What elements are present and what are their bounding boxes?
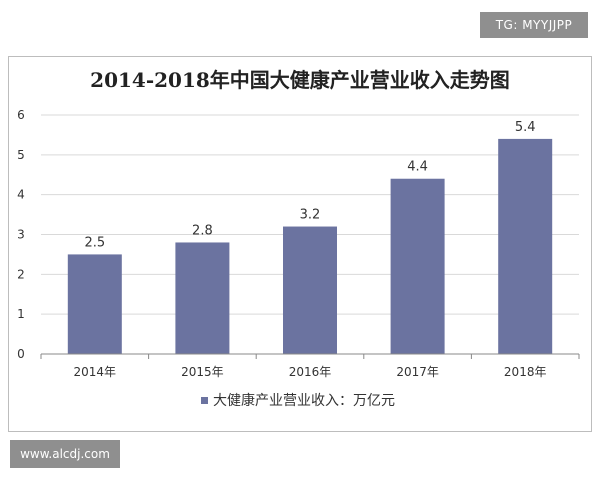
y-tick-label: 6	[17, 108, 25, 122]
x-tick-label: 2015年	[181, 365, 224, 379]
data-label: 2.8	[192, 223, 213, 238]
data-label: 5.4	[515, 120, 536, 135]
x-tick-label: 2016年	[289, 365, 332, 379]
y-tick-label: 4	[17, 188, 25, 202]
chart-frame: 2014-2018年中国大健康产业营业收入走势图 0 1 2 3 4 5 6 2.5 2.8 3…	[8, 56, 592, 432]
y-axis: 0 1 2 3 4 5 6	[17, 108, 25, 361]
bar-5	[498, 138, 553, 354]
bar-2	[175, 242, 230, 354]
x-axis: 2014年 2015年 2016年 2017年 2018年	[40, 353, 580, 379]
y-tick-label: 3	[17, 228, 25, 242]
legend-label: 大健康产业营业收入：万亿元	[213, 392, 395, 409]
bars: 2.5 2.8 3.2 4.4 5.4	[67, 120, 553, 354]
watermark-top: TG: MYYJJPP	[480, 12, 588, 38]
x-tick-label: 2018年	[504, 365, 547, 379]
legend: 大健康产业营业收入：万亿元	[201, 392, 395, 409]
x-tick-label: 2017年	[396, 365, 439, 379]
legend-swatch	[201, 397, 208, 404]
x-tick-label: 2014年	[74, 365, 117, 379]
y-tick-label: 2	[17, 267, 25, 281]
bar-1	[67, 254, 122, 354]
watermark-bottom: www.alcdj.com	[10, 440, 120, 468]
y-tick-label: 0	[17, 347, 25, 361]
chart-title: 2014-2018年中国大健康产业营业收入走势图	[90, 68, 510, 92]
bar-chart: 2014-2018年中国大健康产业营业收入走势图 0 1 2 3 4 5 6 2.5 2.8 3…	[17, 68, 580, 409]
data-label: 3.2	[300, 208, 321, 223]
data-label: 4.4	[407, 160, 428, 175]
y-tick-label: 1	[17, 307, 25, 321]
data-label: 2.5	[84, 235, 105, 250]
bar-4	[390, 178, 445, 354]
bar-3	[283, 226, 337, 354]
y-tick-label: 5	[17, 148, 25, 162]
